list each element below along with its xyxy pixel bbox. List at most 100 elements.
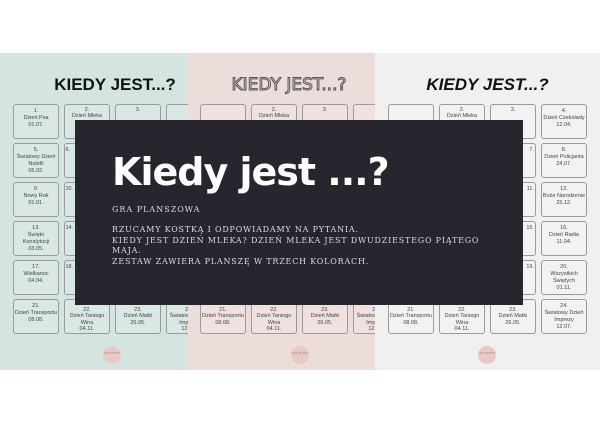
cell-text: 12. [560,186,568,192]
description-overlay: Kiedy jest ...? GRA PLANSZOWA RZUCAMY KO… [75,120,523,305]
tea-share-logo: tea share [291,346,309,364]
cell-text: 22. [270,307,278,313]
cell-text: Dzień Mleka [446,112,478,119]
cell-text: 03.05. [28,246,44,252]
cell-text: 14. [65,225,74,231]
board-cell: 4. Dzień Czekolady 12.04. [541,104,587,139]
board-cell: 8. Dzień Policjanta 24.07. [541,143,587,178]
cell-text: 6. [65,147,71,153]
overlay-description: RZUCAMY KOSTKĄ I ODPOWIADAMY NA PYTANIA.… [112,225,512,267]
cell-text: Dzień Mleka [71,112,103,119]
overlay-title: Kiedy jest ...? [112,150,390,194]
description-line: RZUCAMY KOSTKĄ I ODPOWIADAMY NA PYTANIA. [112,225,359,234]
cell-text: 23. [321,307,329,313]
description-line: ZESTAW ZAWIERA PLANSZĘ W TRZECH KOLORACH… [112,256,370,266]
cell-text: 12.04. [556,122,572,128]
cell-text: 24. [372,307,375,313]
cell-text: 2. [459,106,465,113]
cell-text: 24. [185,307,188,313]
cell-text: Światowy Dzień Imprezy [544,310,584,323]
cell-text: 08.08. [28,317,44,323]
cell-text: 21. [407,307,415,313]
cell-text: Boże Narodzenie [542,193,586,199]
cell-text: 12.07. [181,325,188,332]
cell-text: 13. [32,225,40,231]
cell-text: 08.08. [215,319,231,326]
board-cell: 17. Wielkanoc 04.04. [13,260,59,295]
cell-text: 24. [560,303,568,309]
cell-text: 3. [322,106,328,113]
cell-text: 7. [529,147,534,153]
cell-text: 01.01. [28,200,44,206]
cell-text: Dzień Matki [123,313,153,320]
cell-text: Dzień Czekolady [543,115,585,121]
cell-text: 05.02. [28,168,44,174]
cell-text: Nowy Rok [23,193,49,199]
cell-text: 4. [561,108,567,114]
cell-text: Dzień Policjanta [544,154,584,160]
cell-text: 25.12. [556,200,572,206]
cell-text: 26.05. [505,319,521,326]
cell-text: Święto Konstytucji [22,232,50,245]
tea-share-logo: tea share [103,346,121,364]
cell-text: 12.07. [368,325,375,332]
cell-text: 20. [560,264,568,270]
panel-title: KIEDY JEST...? [54,75,176,94]
cell-text: 2. [271,106,277,113]
cell-text: 11.04. [556,239,572,245]
cell-text: 04.11. [79,325,95,332]
board-cell: 20. Wszystkich Świętych 01.11. [541,260,587,295]
cell-text: Światowy Dzień Imprezy [356,313,375,326]
cell-text: 22. [458,307,466,313]
cell-text: 26.05. [130,319,146,326]
cell-text: Dzień Matki [310,313,340,320]
cell-text: Dzień Mleka [258,112,290,119]
cell-text: 5. [33,147,39,153]
cell-text: Wszystkich Świętych [550,271,578,284]
cell-text: 15. [526,225,534,231]
cell-text: 23. [509,307,517,313]
cell-text: 08.08. [403,319,419,326]
cell-text: Dzień Taniego Wina [256,313,292,326]
cell-text: 21. [32,303,40,309]
cell-text: 22. [83,307,91,313]
cell-text: 01.07. [28,122,44,128]
cell-text: 21. [219,307,227,313]
cell-text: 19. [526,264,534,270]
cell-text: 18. [65,264,74,270]
cell-text: 16. [560,225,568,231]
cell-text: 9. [33,186,39,192]
cell-text: Dzień Taniego Wina [444,313,480,326]
panel-title: KIEDY JEST...? [231,75,347,96]
cell-text: Dzień Taniego Wina [69,313,105,326]
cell-text: 2. [84,106,90,113]
description-line: KIEDY JEST DZIEŃ MLEKA? DZIEŃ MLEKA JEST… [112,235,480,256]
cell-text: 3. [135,106,141,113]
cell-text: 01.11. [556,285,572,291]
cell-text: Dzień Psa [23,115,49,121]
cell-text: 11. [526,186,534,192]
cell-text: Wielkanoc [23,271,49,277]
cell-text: 26.05. [317,319,333,326]
cell-text: Światowy Dzień Nutelli [16,154,56,167]
board-cell: 21. Dzień Transportu 08.08. [13,299,59,334]
cell-text: 04.11. [454,325,470,332]
cell-text: 12.07. [556,324,572,330]
board-cell: 5. Światowy Dzień Nutelli 05.02. [13,143,59,178]
cell-text: 8. [561,147,567,153]
cell-text: Dzień Matki [498,313,528,320]
board-cell: 9. Nowy Rok 01.01. [13,182,59,217]
cell-text: Dzień Transportu [390,313,432,320]
cell-text: 24.07. [556,161,572,167]
cell-text: 1. [33,108,39,114]
cell-text: 23. [134,307,142,313]
cell-text: Dzień Transportu [202,313,244,320]
cell-text: Dzień Transportu [15,310,57,316]
cell-text: 04.11. [266,325,282,332]
cell-text: 17. [32,264,40,270]
cell-text: Światowy Dzień Imprezy [169,313,188,326]
board-cell: 13. Święto Konstytucji 03.05. [13,221,59,256]
cell-text: 3. [510,106,516,113]
